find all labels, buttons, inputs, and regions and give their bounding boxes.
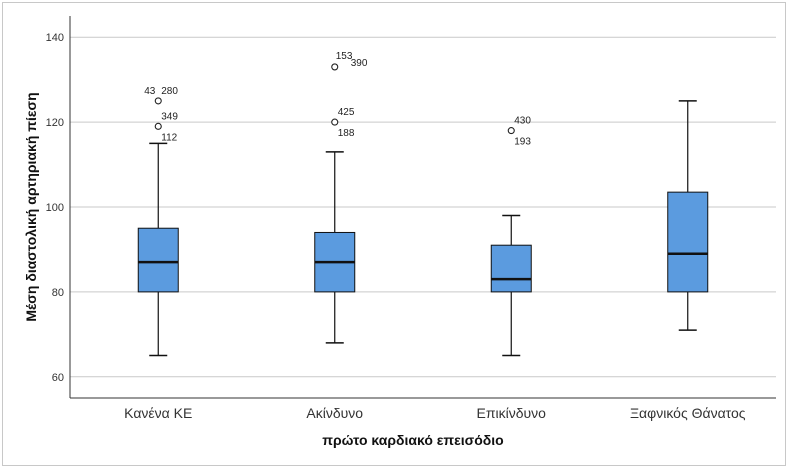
outlier-point (154, 97, 162, 105)
gridlines (70, 36, 776, 378)
y-tick-label: 60 (52, 372, 64, 384)
y-tick-label: 100 (46, 202, 64, 214)
y-tick-labels: 60 80 100 120 140 (46, 32, 64, 384)
outlier-point (507, 127, 515, 135)
iqr-box (137, 227, 179, 293)
x-category-label: Ακίνδυνο (306, 405, 363, 421)
outlier-point (331, 63, 339, 71)
outlier-label: 153 (336, 51, 353, 62)
x-category-label: Ξαφνικός Θάνατος (630, 405, 746, 421)
outlier-label: 425 (338, 107, 355, 118)
y-tick-label: 120 (46, 117, 64, 129)
outlier-label: 430 (514, 116, 531, 127)
iqr-box (490, 244, 532, 293)
outlier-point (331, 118, 339, 126)
iqr-box (667, 191, 709, 293)
x-category-label: Επικίνδυνο (477, 405, 547, 421)
axes-layer (69, 16, 776, 399)
y-axis-title: Μέση διαστολική αρτηριακή πίεση (23, 92, 39, 321)
outlier-label: 112 (161, 132, 177, 143)
box-group: 430 193 (490, 116, 532, 357)
outlier-point (154, 122, 162, 130)
outlier-label: 193 (514, 137, 531, 148)
outlier-label: 43 (144, 86, 156, 97)
outlier-label: 349 (161, 111, 178, 122)
x-axis-title: πρώτο καρδιακό επεισόδιο (322, 432, 503, 448)
x-category-label: Κανένα ΚΕ (124, 405, 192, 421)
y-tick-label: 140 (46, 32, 64, 44)
outlier-label: 188 (338, 128, 355, 139)
box-group (667, 100, 709, 331)
chart-frame (2, 2, 786, 466)
x-category-labels: Κανένα ΚΕ Ακίνδυνο Επικίνδυνο Ξαφνικός Θάνα… (124, 405, 746, 421)
outlier-label: 390 (351, 58, 368, 69)
y-tick-label: 80 (52, 287, 64, 299)
box-group: 43 280 349 112 (137, 86, 179, 357)
outlier-label: 280 (161, 86, 178, 97)
